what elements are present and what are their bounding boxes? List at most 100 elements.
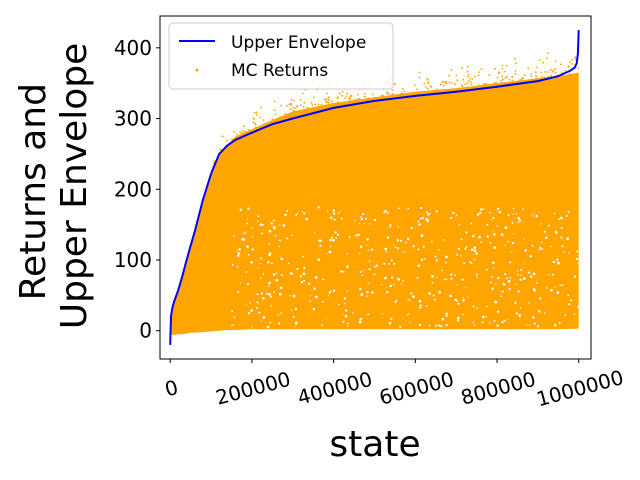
mc-returns-point xyxy=(326,92,329,95)
mc-returns-point xyxy=(225,139,228,142)
mc-returns-point xyxy=(501,67,504,70)
mc-returns-gap xyxy=(506,318,508,321)
mc-returns-gap xyxy=(514,301,517,304)
mc-returns-gap xyxy=(286,237,289,240)
mc-returns-point xyxy=(468,79,470,82)
y-axis-label-line-2: Upper Envelope xyxy=(54,43,95,330)
mc-returns-gap xyxy=(438,249,440,251)
mc-returns-gap xyxy=(493,233,496,236)
mc-returns-gap xyxy=(533,289,536,292)
mc-returns-gap xyxy=(481,321,484,324)
mc-returns-gap xyxy=(400,283,402,285)
mc-returns-point xyxy=(349,97,352,99)
mc-returns-point xyxy=(302,105,305,108)
mc-returns-gap xyxy=(543,312,546,314)
mc-returns-gap xyxy=(437,324,440,327)
mc-returns-point xyxy=(401,88,404,90)
mc-returns-gap xyxy=(334,231,337,234)
mc-returns-point xyxy=(233,131,236,133)
mc-returns-gap xyxy=(552,260,556,264)
mc-returns-gap xyxy=(363,222,365,225)
mc-returns-gap xyxy=(260,292,263,295)
mc-returns-gap xyxy=(441,269,444,272)
mc-returns-point xyxy=(289,108,292,111)
mc-returns-gap xyxy=(550,245,552,248)
x-tick-label: 0 xyxy=(162,375,181,401)
mc-returns-gap xyxy=(490,281,493,284)
mc-returns-gap xyxy=(397,277,401,281)
mc-returns-point xyxy=(440,83,443,86)
mc-returns-gap xyxy=(386,236,390,239)
mc-returns-gap xyxy=(538,248,541,251)
mc-returns-gap xyxy=(441,317,445,321)
mc-returns-point xyxy=(248,129,250,131)
mc-returns-point xyxy=(500,81,503,84)
mc-returns-gap xyxy=(501,321,504,324)
mc-returns-gap xyxy=(259,263,261,265)
mc-returns-point xyxy=(327,97,329,100)
mc-returns-gap xyxy=(340,270,343,273)
mc-returns-gap xyxy=(357,233,360,237)
mc-returns-gap xyxy=(470,248,474,252)
mc-returns-gap xyxy=(249,301,251,304)
mc-returns-gap xyxy=(445,314,448,318)
mc-returns-gap xyxy=(359,245,363,249)
mc-returns-gap xyxy=(412,245,415,248)
mc-returns-point xyxy=(550,75,552,77)
mc-returns-gap xyxy=(456,319,460,322)
mc-returns-gap xyxy=(274,234,277,237)
mc-returns-point xyxy=(456,79,459,82)
mc-returns-point xyxy=(552,69,555,72)
mc-returns-point xyxy=(358,97,361,100)
mc-returns-gap xyxy=(480,208,483,211)
mc-returns-gap xyxy=(555,232,558,234)
mc-returns-gap xyxy=(360,293,364,296)
mc-returns-gap xyxy=(476,307,479,309)
mc-returns-gap xyxy=(529,275,533,278)
mc-returns-gap xyxy=(556,261,559,264)
mc-returns-point xyxy=(426,87,429,90)
mc-returns-gap xyxy=(431,241,433,243)
mc-returns-point xyxy=(494,67,496,70)
mc-returns-gap xyxy=(261,232,264,235)
mc-returns-gap xyxy=(432,294,435,297)
mc-returns-gap xyxy=(321,300,324,303)
mc-returns-gap xyxy=(433,298,436,301)
mc-returns-gap xyxy=(396,238,399,242)
mc-returns-point xyxy=(574,58,577,61)
mc-returns-gap xyxy=(268,253,271,257)
mc-returns-point xyxy=(280,104,282,107)
mc-returns-gap xyxy=(245,231,247,233)
mc-returns-gap xyxy=(344,314,348,318)
mc-returns-point xyxy=(274,113,277,116)
mc-returns-point xyxy=(236,133,238,136)
mc-returns-gap xyxy=(449,294,452,298)
mc-returns-gap xyxy=(383,211,385,214)
mc-returns-gap xyxy=(362,213,365,216)
mc-returns-point xyxy=(288,103,291,106)
mc-returns-gap xyxy=(445,323,448,327)
mc-returns-point xyxy=(542,61,544,64)
mc-returns-gap xyxy=(231,325,233,327)
mc-returns-gap xyxy=(268,293,271,296)
mc-returns-gap xyxy=(294,307,298,311)
mc-returns-gap xyxy=(470,222,473,225)
mc-returns-point xyxy=(477,84,480,87)
mc-returns-gap xyxy=(335,236,337,239)
mc-returns-gap xyxy=(358,320,362,324)
mc-returns-point xyxy=(427,79,430,81)
mc-returns-gap xyxy=(491,275,494,278)
mc-returns-gap xyxy=(450,216,453,220)
mc-returns-gap xyxy=(512,213,514,215)
mc-returns-gap xyxy=(550,288,553,292)
mc-returns-gap xyxy=(406,237,410,241)
mc-returns-gap xyxy=(440,325,443,328)
mc-returns-gap xyxy=(371,291,374,294)
mc-returns-gap xyxy=(237,254,240,258)
mc-returns-gap xyxy=(328,291,331,294)
mc-returns-gap xyxy=(560,236,563,239)
mc-returns-gap xyxy=(256,220,259,223)
mc-returns-gap xyxy=(367,313,370,316)
mc-returns-point xyxy=(346,92,349,95)
mc-returns-point xyxy=(568,72,571,75)
